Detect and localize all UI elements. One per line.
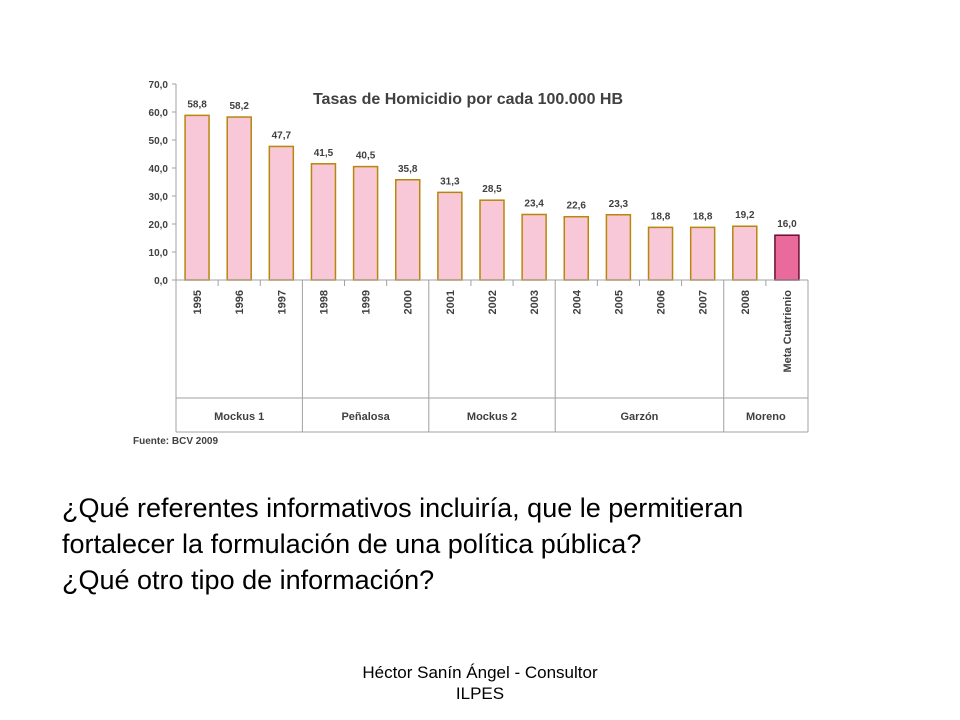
bar-2005	[605, 214, 632, 281]
bar-1996	[226, 116, 252, 281]
chart-title: Tasas de Homicidio por cada 100.000 HB	[313, 91, 623, 108]
category-label: 2004	[571, 289, 583, 314]
footer-author: Héctor Sanín Ángel - Consultor	[362, 663, 598, 682]
category-label: 2001	[445, 290, 457, 314]
bar-value-label: 31,3	[440, 176, 460, 187]
bar-2001	[437, 191, 463, 281]
y-axis: 0,0 10,0 20,0 30,0 40,0 50,0 60,0 70,0	[149, 80, 177, 287]
category-table: 1995 1996 1997 1998 1999 2000 2001 2002 2003 2004…	[175, 280, 809, 433]
bar-value-label: 28,5	[482, 184, 502, 195]
group-label: Moreno	[746, 411, 786, 423]
bar-value-label: 47,7	[272, 130, 292, 141]
group-label: Peñalosa	[341, 411, 390, 423]
category-label: 1995	[192, 290, 204, 314]
y-tick-label: 70,0	[149, 80, 169, 91]
bar-2003	[521, 213, 547, 281]
y-tick-label: 20,0	[149, 220, 169, 231]
bar-2008	[732, 225, 758, 281]
bar-2002	[479, 199, 505, 281]
bar-value-label: 18,8	[651, 211, 671, 222]
bar-value-label: 58,2	[229, 101, 249, 112]
y-tick-label: 10,0	[149, 248, 169, 259]
bar-2006	[647, 226, 674, 281]
bar-value-label: 40,5	[356, 151, 376, 162]
homicide-rate-chart: Tasas de Homicidio por cada 100.000 HB 0…	[133, 80, 809, 447]
question-line-2: fortalecer la formulación de una polític…	[62, 529, 642, 559]
group-label: Mockus 1	[214, 411, 264, 423]
category-label: 1997	[276, 290, 288, 314]
bar-2007	[689, 226, 716, 281]
bar-value-label: 18,8	[693, 211, 713, 222]
y-tick-label: 40,0	[149, 164, 169, 175]
category-label: 1996	[234, 290, 246, 314]
bar-1997	[268, 145, 295, 281]
bar-1998	[310, 163, 337, 281]
bar-value-label: 35,8	[398, 164, 418, 175]
y-tick-label: 30,0	[149, 192, 169, 203]
bar-meta-cuatrienio	[774, 234, 800, 281]
bar-value-label: 41,5	[314, 148, 334, 159]
footer-institution: ILPES	[455, 684, 505, 703]
category-label: Meta Cuatrienio	[782, 290, 794, 373]
bar-value-label: 16,0	[777, 219, 797, 230]
category-label: 1999	[361, 290, 373, 314]
bar-value-label: 19,2	[735, 210, 755, 221]
group-label: Mockus 2	[467, 411, 517, 423]
y-tick-label: 60,0	[149, 108, 169, 119]
bar-2000	[394, 179, 421, 281]
category-label: 2000	[403, 290, 415, 314]
discussion-question: ¿Qué referentes informativos incluiría, …	[62, 490, 922, 598]
bar-value-label: 58,8	[187, 99, 207, 110]
bar-value-label: 22,6	[567, 201, 587, 212]
bar-value-label: 23,3	[609, 199, 629, 210]
source-note: Fuente: BCV 2009	[133, 436, 218, 447]
y-tick-label: 50,0	[149, 136, 169, 147]
slide-footer: Héctor Sanín Ángel - Consultor ILPES	[330, 662, 630, 704]
category-label: 2005	[613, 290, 625, 314]
category-label: 2006	[656, 290, 668, 314]
question-line-3: ¿Qué otro tipo de información?	[62, 565, 435, 595]
y-tick-label: 0,0	[154, 276, 168, 287]
bar-1999	[352, 165, 379, 281]
category-label: 1998	[318, 290, 330, 314]
category-label: 2007	[698, 290, 710, 314]
category-label: 2008	[740, 290, 752, 314]
question-line-1: ¿Qué referentes informativos incluiría, …	[62, 493, 744, 523]
bars: 58,8 58,2 47,7 41,5 40,5 35,8 31,3 28,5 23,4 22,6…	[176, 99, 808, 281]
category-label: 2002	[487, 290, 499, 314]
bar-1995	[184, 114, 210, 281]
bar-value-label: 23,4	[524, 198, 544, 209]
category-label: 2003	[529, 290, 541, 314]
bar-2004	[563, 215, 590, 281]
group-label: Garzón	[621, 411, 659, 423]
